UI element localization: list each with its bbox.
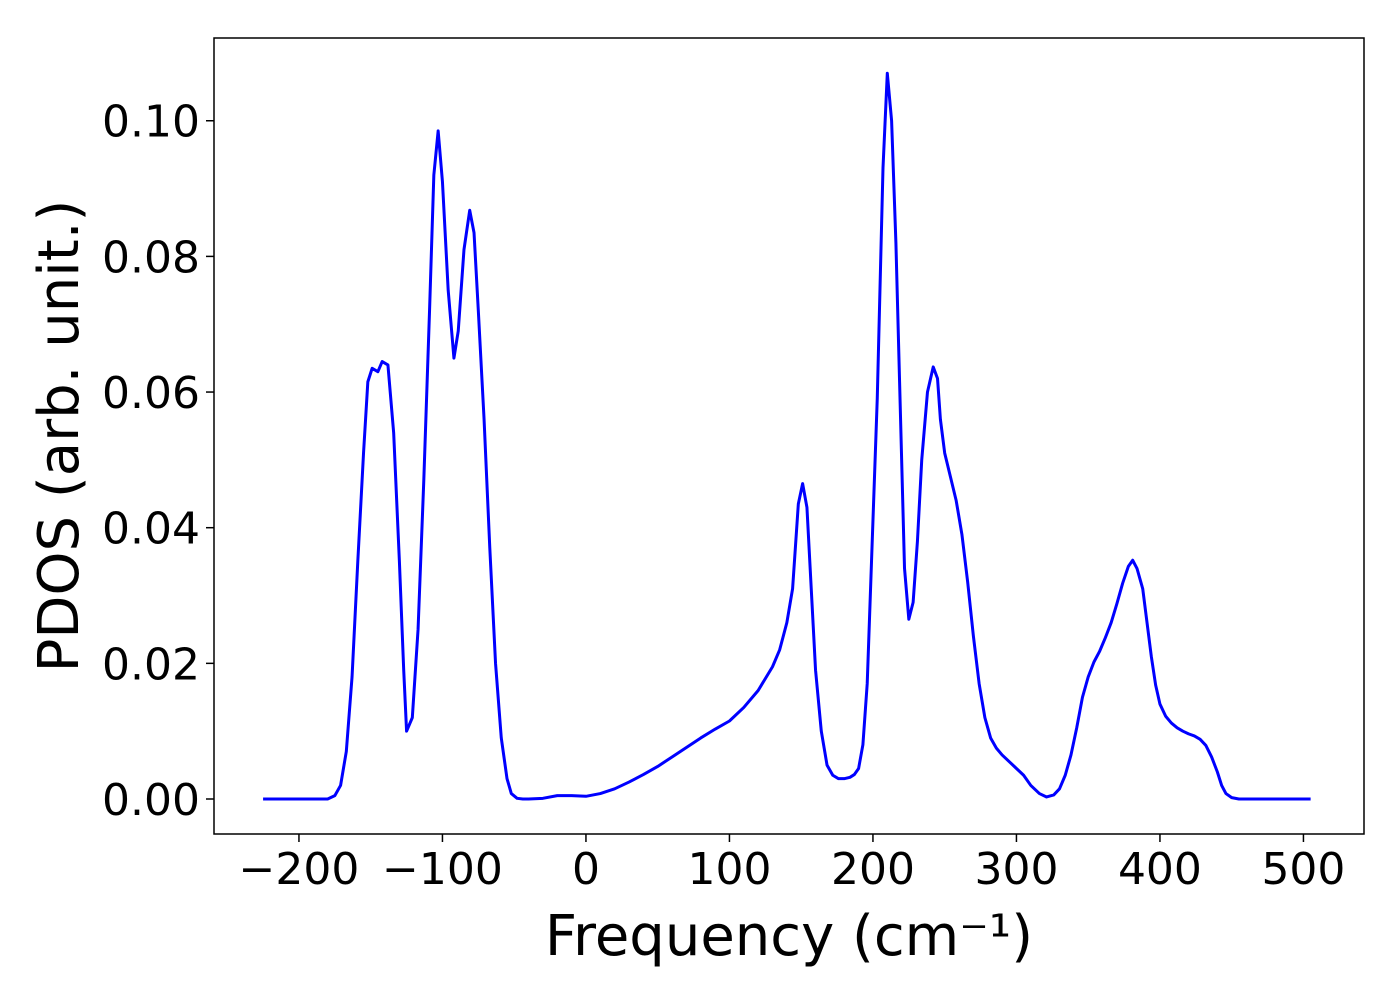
y-tick-label: 0.10	[102, 97, 200, 148]
x-tick-label: 300	[974, 844, 1058, 895]
y-tick-label: 0.04	[102, 504, 200, 555]
y-tick-label: 0.08	[102, 232, 200, 283]
x-axis-label: Frequency (cm⁻¹)	[545, 904, 1033, 969]
x-tick-label: 200	[831, 844, 915, 895]
x-tick-label: −200	[239, 844, 360, 895]
y-tick-label: 0.00	[102, 775, 200, 826]
plot-frame	[213, 37, 1365, 835]
x-tick-label: 0	[572, 844, 600, 895]
line-series	[263, 71, 1311, 801]
x-tick-label: 400	[1118, 844, 1202, 895]
y-axis-label: PDOS (arb. unit.)	[27, 200, 92, 673]
x-tick-label: −100	[382, 844, 503, 895]
y-tick-label: 0.02	[102, 639, 200, 690]
y-tick-label: 0.06	[102, 368, 200, 419]
x-tick-label: 500	[1261, 844, 1345, 895]
x-tick-label: 100	[687, 844, 771, 895]
